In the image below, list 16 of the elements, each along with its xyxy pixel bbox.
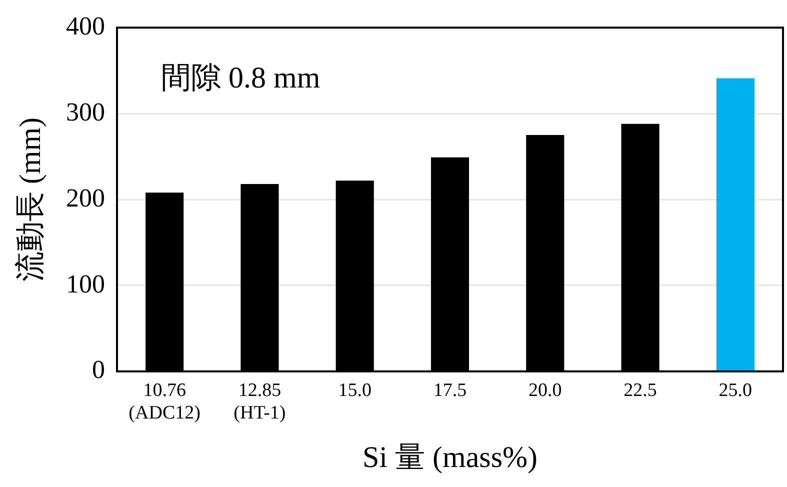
x-tick-label: 17.5 [433, 380, 467, 401]
x-axis-title: Si 量 (mass%) [362, 440, 538, 474]
x-tick-label: 10.76 (ADC12) [128, 380, 200, 424]
y-axis-title: 流動長 (mm) [14, 117, 47, 282]
y-tick-label: 100 [66, 269, 105, 298]
x-tick-label: 22.5 [624, 380, 657, 401]
x-tick-label: 15.0 [338, 380, 372, 401]
x-tick-label: 20.0 [528, 380, 562, 401]
annotation: 間隙 0.8 mm [161, 61, 320, 94]
x-tick-label: 25.0 [718, 380, 752, 401]
x-tick-label: 12.85 (HT-1) [234, 380, 286, 424]
y-tick-label: 400 [66, 11, 105, 40]
y-tick-label: 300 [66, 97, 105, 126]
bar [716, 78, 754, 371]
y-tick-label: 0 [92, 355, 105, 384]
y-tick-label: 200 [66, 183, 105, 212]
